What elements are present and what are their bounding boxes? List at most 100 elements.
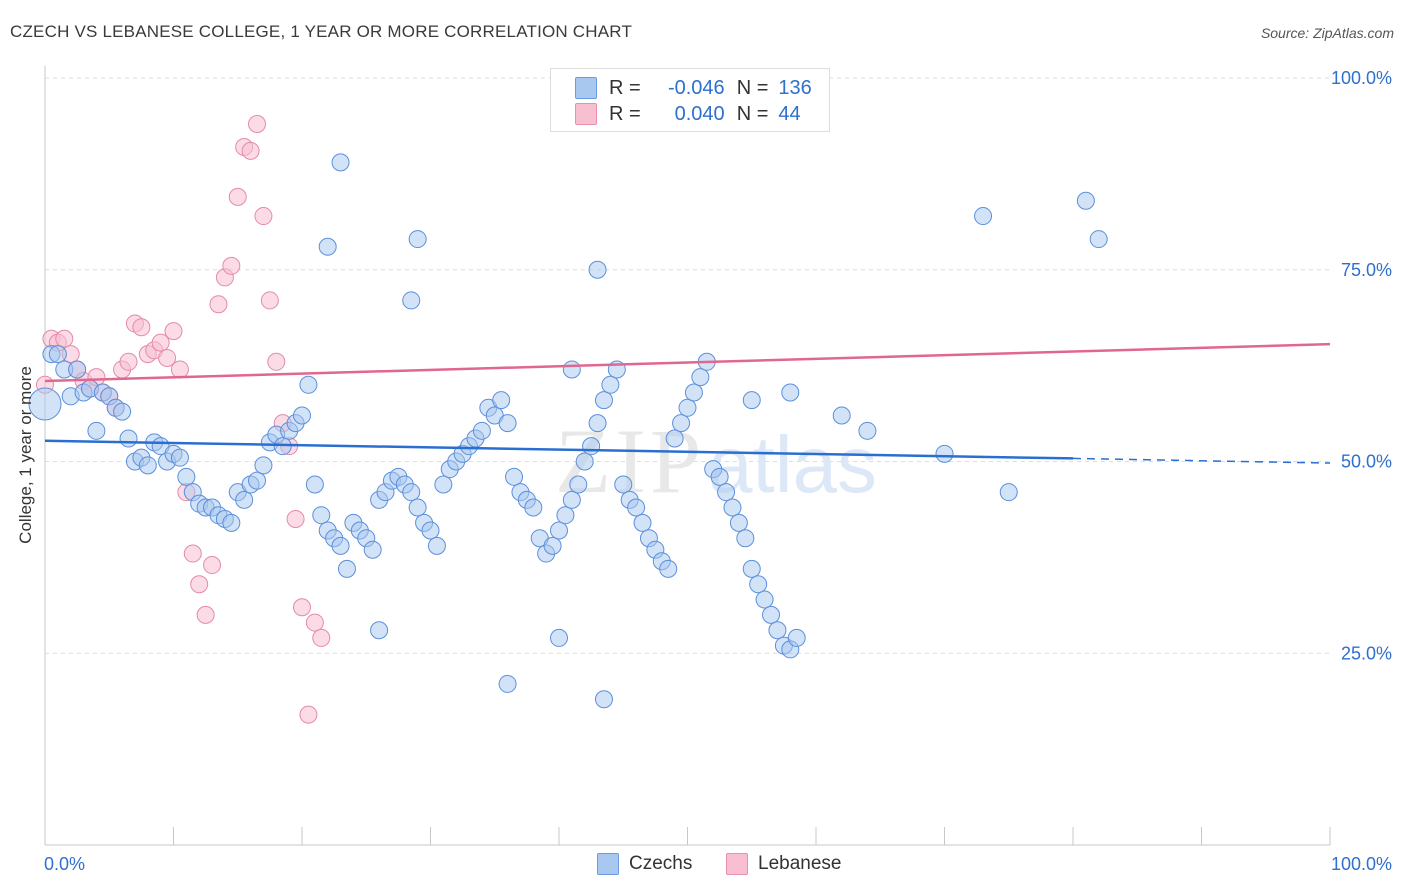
czech-point (498, 414, 517, 433)
czech-point (293, 406, 311, 425)
lebanese-swatch (575, 103, 597, 125)
czech-point (543, 536, 562, 555)
czech-point (562, 490, 581, 509)
y-axis-label: College, 1 year or more (16, 366, 35, 544)
correlation-legend: R = -0.046 N = 136 R = 0.040 N = 44 (550, 68, 830, 132)
lebanese-point (222, 256, 241, 275)
czech-point (729, 513, 748, 532)
czech-point (48, 345, 67, 364)
czech-point (678, 398, 697, 417)
czech-point (627, 498, 646, 517)
legend-n-value: 136 (778, 76, 812, 99)
czech-point (787, 628, 806, 647)
czech-legend-swatch (597, 853, 619, 875)
czech-point (222, 513, 241, 532)
lebanese-point (158, 348, 177, 367)
bottom-legend-lebanese: Lebanese (726, 852, 841, 876)
legend-row-lebanese: R = 0.040 N = 44 (575, 102, 801, 126)
czech-point (427, 536, 446, 555)
czech-point (768, 621, 787, 640)
legend-n-value: 44 (778, 102, 801, 125)
czech-point (472, 421, 491, 440)
czech-point (370, 621, 389, 640)
czech-point (524, 498, 543, 517)
czech-point (1089, 230, 1108, 249)
czech-point (170, 448, 189, 467)
czech-trend-line (44, 439, 1074, 460)
czech-point (755, 590, 774, 609)
lebanese-point (203, 556, 222, 575)
x-tick-label: 0.0% (44, 854, 85, 874)
lebanese-point (209, 295, 228, 314)
legend-n-label: N = (736, 102, 769, 125)
czech-point (331, 536, 350, 555)
czech-point (633, 513, 652, 532)
czech-point (119, 429, 138, 448)
czech-point (659, 559, 678, 578)
czech-point (87, 421, 106, 440)
czech-point (113, 402, 132, 421)
czech-swatch (575, 77, 597, 99)
lebanese-point (241, 141, 260, 160)
y-tick-label: 100.0% (1331, 68, 1392, 88)
lebanese-point (305, 613, 324, 632)
czech-point (254, 456, 273, 475)
czech-point (974, 207, 993, 226)
czech-point (492, 391, 511, 410)
czech-point (177, 467, 196, 486)
czech-points (28, 153, 1108, 709)
czech-point (318, 237, 337, 256)
chart-source: Source: ZipAtlas.com (1260, 25, 1394, 41)
czech-point (505, 467, 524, 486)
tick-labels: 25.0% 50.0% 75.0% 100.0% 0.0% 100.0% (44, 68, 1392, 874)
czech-point (781, 383, 800, 402)
legend-row-czechs: R = -0.046 N = 136 (575, 76, 812, 100)
y-tick-label: 50.0% (1341, 452, 1392, 472)
czech-point (408, 230, 427, 249)
y-tick-label: 75.0% (1341, 260, 1392, 280)
czech-point (575, 452, 594, 471)
chart-title: CZECH VS LEBANESE COLLEGE, 1 YEAR OR MOR… (10, 22, 633, 41)
lebanese-point (119, 352, 138, 371)
legend-r-value: 0.040 (674, 102, 725, 125)
czech-point (588, 260, 607, 279)
legend-r-label: R = (609, 76, 641, 99)
czech-point (691, 368, 710, 387)
czech-point (588, 414, 607, 433)
czech-point (601, 375, 620, 394)
lebanese-point (293, 598, 311, 617)
czech-point (138, 456, 157, 475)
czech-point (248, 471, 267, 490)
grid-lines (45, 77, 1330, 654)
bottom-legend-czechs: Czechs (597, 852, 692, 876)
czech-point (556, 506, 575, 525)
legend-r-label: R = (609, 102, 641, 125)
czech-point (550, 628, 568, 647)
czech-point (665, 429, 684, 448)
lebanese-legend-swatch (726, 853, 748, 875)
legend-r-value: -0.046 (667, 76, 725, 99)
czech-point (749, 575, 768, 594)
czech-point (742, 391, 761, 410)
lebanese-point (267, 352, 286, 371)
czech-point (935, 444, 954, 463)
lebanese-point (248, 115, 267, 134)
czech-legend-label: Czechs (629, 853, 693, 874)
czech-point (569, 475, 588, 494)
czech-trend-extension (1072, 457, 1331, 464)
lebanese-legend-label: Lebanese (758, 853, 842, 874)
lebanese-point (299, 705, 318, 724)
y-tick-label: 25.0% (1341, 643, 1392, 663)
lebanese-point (183, 544, 202, 563)
czech-point (762, 605, 781, 624)
czech-point (594, 690, 613, 709)
czech-point (1076, 191, 1095, 210)
lebanese-point (196, 605, 215, 624)
czech-point (858, 421, 877, 440)
czech-point (562, 360, 581, 379)
czech-point (723, 498, 742, 517)
czech-point (498, 674, 517, 693)
czech-point (402, 483, 421, 502)
czech-point (684, 383, 703, 402)
